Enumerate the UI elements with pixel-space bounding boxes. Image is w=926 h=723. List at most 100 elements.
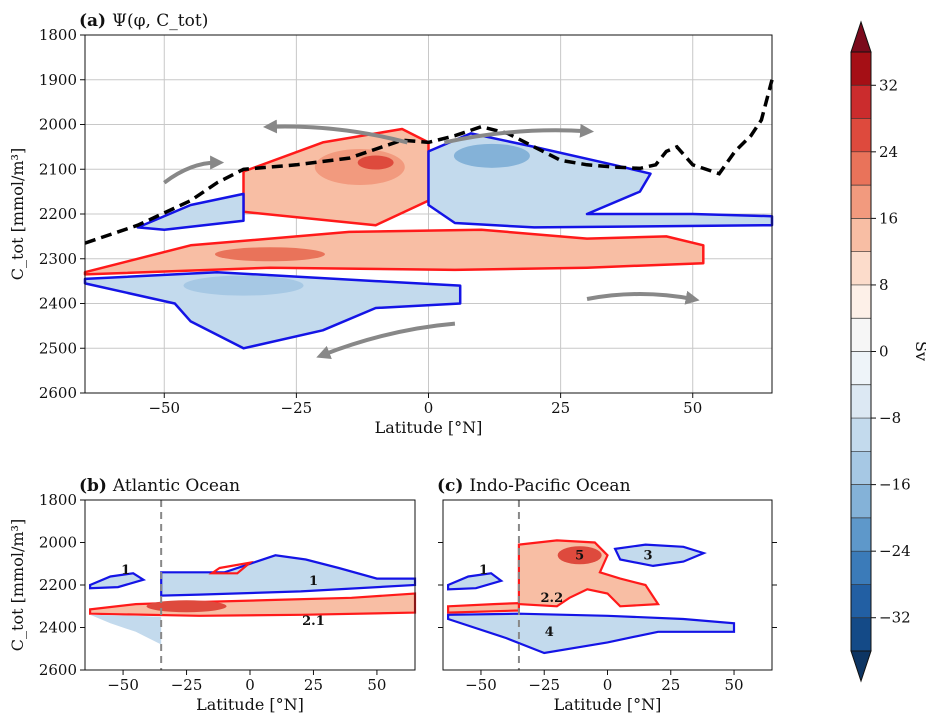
y-tick-label: 2200 <box>39 576 77 594</box>
panel-c: −50 −25 0 25 50 Latitude [°N] (c) Indo-Pacific… <box>437 476 777 714</box>
y-tick-label: 2500 <box>39 339 77 357</box>
colorbar-label: Sv <box>912 341 926 361</box>
x-tick-label: −50 <box>148 399 180 417</box>
contour-region-1 <box>83 228 705 276</box>
region-annotation: 1 <box>309 574 318 589</box>
colorbar-tick-label: 0 <box>879 343 889 361</box>
region-annotation: 2.1 <box>302 614 325 629</box>
colorbar-tick-label: −16 <box>879 476 911 494</box>
region-annotation: 3 <box>643 548 652 563</box>
colorbar-band-2 <box>851 118 871 152</box>
y-axis-label: C_tot [mmol/m³] <box>8 519 27 651</box>
region-b-1-south <box>89 572 147 590</box>
panel-title-text: Ψ(φ, C_tot) <box>112 11 208 31</box>
colorbar-tick-label: 8 <box>879 276 889 294</box>
colorbar-band-16 <box>851 584 871 618</box>
flow-arrow-4 <box>316 321 456 359</box>
region-c-1 <box>447 572 504 591</box>
colorbar-band-5 <box>851 218 871 252</box>
panel-title: (a) Ψ(φ, C_tot) <box>79 11 208 31</box>
x-axis-label: Latitude [°N] <box>375 418 483 437</box>
y-tick-label: 2300 <box>39 250 77 268</box>
panel-a-frame <box>84 34 773 394</box>
panel-title-text: Atlantic Ocean <box>112 476 240 496</box>
core-positive-lower <box>214 247 325 262</box>
colorbar-band-8 <box>851 318 871 352</box>
colorbar-band-10 <box>851 384 871 419</box>
region-b-bottom <box>90 614 162 645</box>
region-annotation: 5 <box>575 548 584 563</box>
y-tick-label: 1900 <box>39 71 77 89</box>
colorbar-tick-label: 16 <box>879 209 898 227</box>
colorbar-band-3 <box>851 151 871 186</box>
x-tick-label: 0 <box>245 676 255 694</box>
region-c-2-2 <box>447 601 520 614</box>
core-negative-lower <box>183 275 304 296</box>
y-tick-label: 2000 <box>39 534 77 552</box>
colorbar-extend-top <box>850 20 872 53</box>
colorbar-tick-label: −24 <box>879 542 911 560</box>
y-axis-label: C_tot [mmol/m³] <box>8 148 27 280</box>
panel-title: (b) Atlantic Ocean <box>79 476 240 496</box>
colorbar-tick-label: 24 <box>879 143 898 161</box>
y-tick-label: 2100 <box>39 160 77 178</box>
x-tick-label: 25 <box>661 676 680 694</box>
colorbar-band-6 <box>851 251 871 285</box>
region-c-3 <box>613 543 707 568</box>
y-tick-label: 2000 <box>39 116 77 134</box>
core-c-5 <box>557 546 602 565</box>
x-tick-label: 50 <box>724 676 743 694</box>
region-b-small-red <box>208 560 254 575</box>
x-tick-label: 0 <box>603 676 613 694</box>
x-tick-label: 25 <box>304 676 323 694</box>
y-tick-label: 1800 <box>39 491 77 509</box>
panel-label: (a) <box>79 11 112 31</box>
x-tick-label: 0 <box>424 399 434 417</box>
region-annotation: 1 <box>121 563 130 578</box>
region-annotation: 2.2 <box>541 591 564 606</box>
colorbar-band-15 <box>851 551 871 585</box>
x-tick-label: 50 <box>683 399 702 417</box>
y-tick-label: 2400 <box>39 619 77 637</box>
colorbar-band-4 <box>851 185 871 219</box>
y-tick-label: 2600 <box>39 384 77 402</box>
y-tick-label: 1800 <box>39 26 77 44</box>
region-b-2-1 <box>89 592 417 617</box>
colorbar-band-14 <box>851 517 871 552</box>
y-tick-label: 2400 <box>39 295 77 313</box>
contour-region-2 <box>136 192 245 231</box>
panel-b-frame <box>84 499 416 671</box>
panel-b: −50 −25 0 25 50 1800 2000 2200 2400 2600 Latitude … <box>8 476 417 714</box>
flow-arrow-3 <box>586 290 700 305</box>
region-annotation: 1 <box>479 563 488 578</box>
colorbar-band-17 <box>851 617 871 651</box>
flow-arrow-2 <box>443 123 595 145</box>
colorbar-tick-label: 32 <box>879 76 898 94</box>
flow-arrow-1 <box>262 119 408 145</box>
colorbar-band-12 <box>851 451 871 485</box>
panel-label: (b) <box>79 476 113 496</box>
region-c-5 <box>517 539 661 608</box>
panel-title: (c) Indo-Pacific Ocean <box>437 476 631 496</box>
colorbar-band-1 <box>851 85 871 119</box>
flow-arrow-0 <box>163 155 225 185</box>
x-tick-label: −25 <box>528 676 560 694</box>
region-b-1-north <box>160 554 417 597</box>
x-tick-label: −25 <box>171 676 203 694</box>
colorbar-band-0 <box>851 52 871 86</box>
colorbar-extend-bottom <box>850 650 872 683</box>
panel-title-text: Indo-Pacific Ocean <box>469 476 630 496</box>
y-tick-label: 2600 <box>39 661 77 679</box>
colorbar-tick-label: −8 <box>879 409 901 427</box>
colorbar-band-11 <box>851 418 871 452</box>
region-c-4 <box>447 612 736 655</box>
region-annotation: 4 <box>545 625 554 640</box>
colorbar-tick-label: −32 <box>879 609 911 627</box>
x-tick-label: −50 <box>465 676 497 694</box>
colorbar-band-7 <box>851 284 871 319</box>
panel-label: (c) <box>437 476 469 496</box>
x-axis-label: Latitude [°N] <box>554 695 662 714</box>
colorbar: 32 24 16 8 0 −8 −16 −24 −32 Sv <box>850 20 926 683</box>
colorbar-band-9 <box>851 351 871 385</box>
y-tick-label: 2200 <box>39 205 77 223</box>
